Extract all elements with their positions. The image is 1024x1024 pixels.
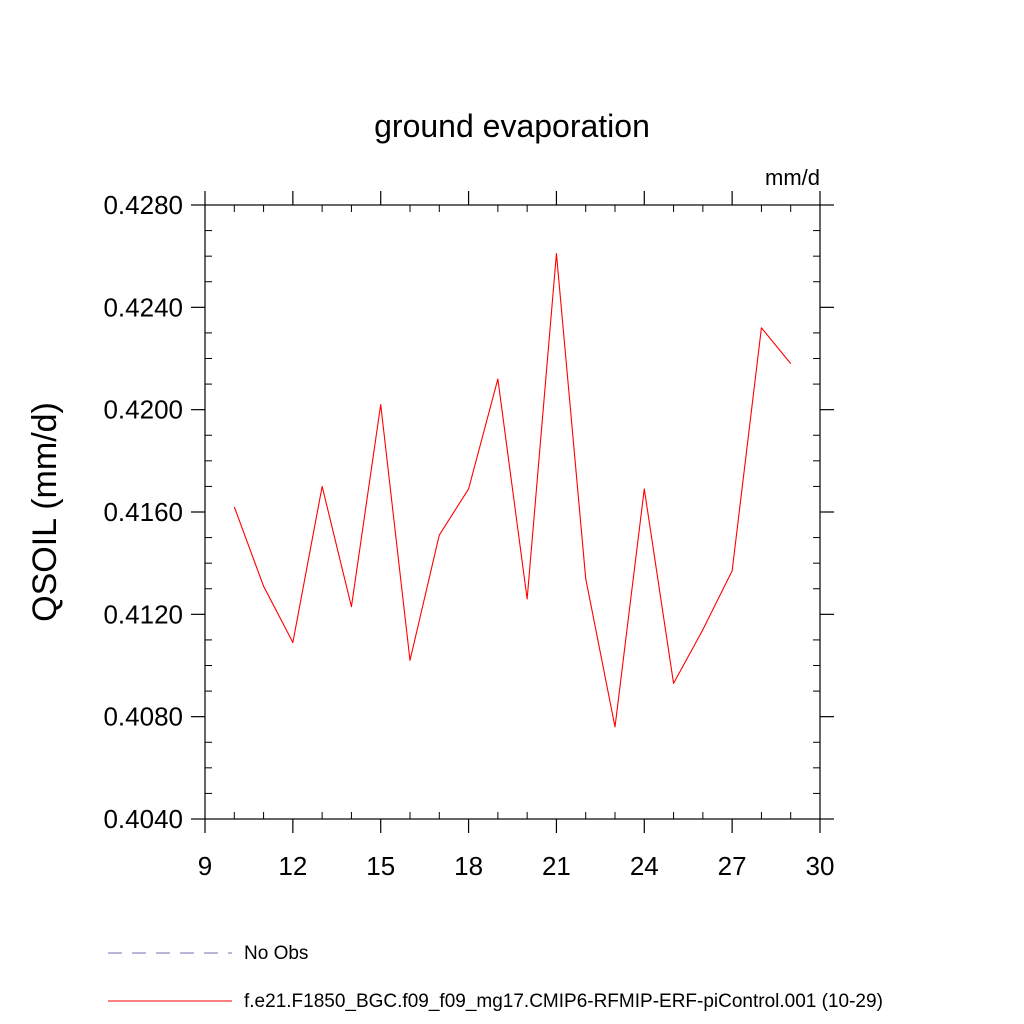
x-tick-labels: 9 12 15 18 21 24 27 30 bbox=[198, 851, 835, 881]
x-tick-label: 24 bbox=[630, 851, 659, 881]
y-axis-label: QSOIL (mm/d) bbox=[26, 402, 64, 622]
major-ticks bbox=[191, 191, 834, 833]
x-tick-label: 12 bbox=[278, 851, 307, 881]
y-tick-label: 0.4280 bbox=[103, 190, 183, 220]
y-tick-label: 0.4040 bbox=[103, 804, 183, 834]
minor-ticks bbox=[205, 205, 820, 819]
x-tick-label: 15 bbox=[366, 851, 395, 881]
x-tick-label: 18 bbox=[454, 851, 483, 881]
chart-title: ground evaporation bbox=[374, 108, 650, 144]
y-tick-labels: 0.4040 0.4080 0.4120 0.4160 0.4200 0.4240 0.42… bbox=[103, 190, 183, 834]
x-tick-label: 27 bbox=[718, 851, 747, 881]
legend-label-no-obs: No Obs bbox=[244, 943, 308, 964]
y-tick-label: 0.4080 bbox=[103, 702, 183, 732]
series-line-0 bbox=[233, 253, 792, 728]
x-tick-label: 9 bbox=[198, 851, 212, 881]
units-label: mm/d bbox=[765, 165, 820, 190]
plot-frame bbox=[204, 204, 821, 820]
y-tick-label: 0.4160 bbox=[103, 497, 183, 527]
y-tick-label: 0.4240 bbox=[103, 292, 183, 322]
y-tick-label: 0.4120 bbox=[103, 599, 183, 629]
x-tick-label: 21 bbox=[542, 851, 571, 881]
x-tick-label: 30 bbox=[806, 851, 835, 881]
legend-label-model: f.e21.F1850_BGC.f09_f09_mg17.CMIP6-RFMIP… bbox=[244, 991, 883, 1012]
legend: No Obs f.e21.F1850_BGC.f09_f09_mg17.CMIP… bbox=[108, 943, 883, 1012]
series-layer bbox=[233, 253, 792, 728]
y-tick-label: 0.4200 bbox=[103, 395, 183, 425]
